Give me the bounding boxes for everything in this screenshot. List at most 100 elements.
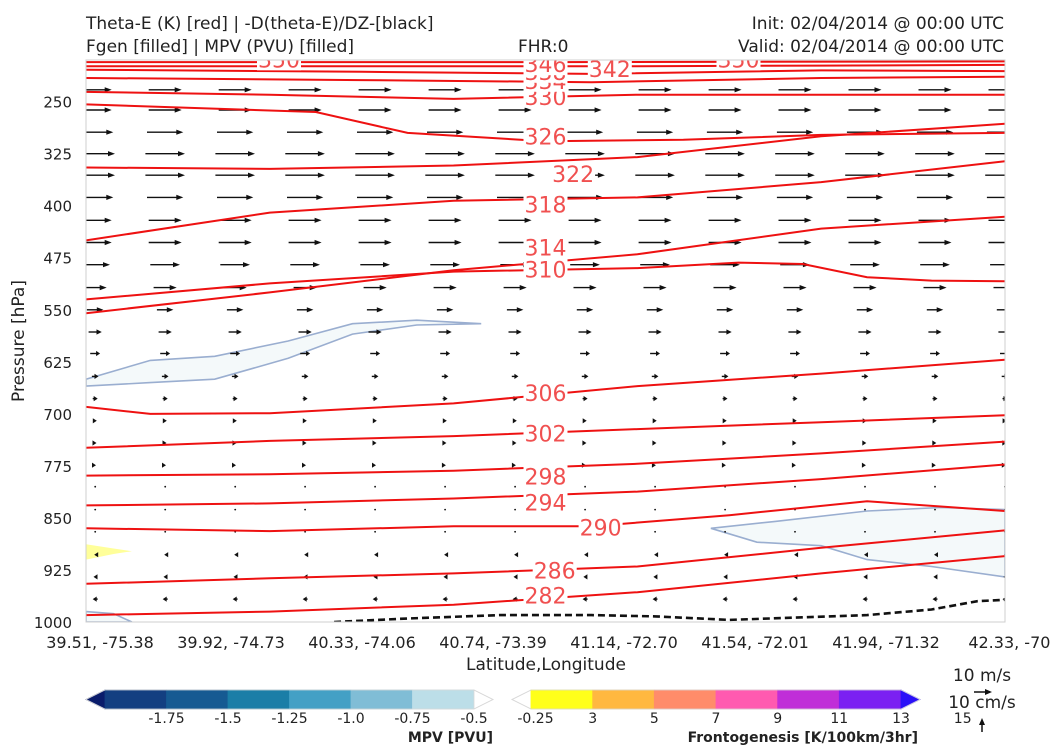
wind-vector	[360, 262, 390, 268]
contour-label: 298	[525, 465, 567, 490]
contour-label: 342	[589, 58, 631, 83]
wind-vector	[298, 329, 312, 335]
contour-label: 282	[525, 585, 567, 610]
wind-vector	[778, 217, 812, 223]
theta-e-contour-310	[86, 261, 1005, 301]
wind-vector	[514, 508, 516, 511]
wind-vector	[86, 217, 112, 223]
wind-vector	[985, 174, 1005, 176]
colorbars: -1.75 -1.5 -1.25 -1.0 -0.75 -0.5 -0.25 MPV [PVU…	[85, 689, 972, 746]
wind-vector	[425, 151, 465, 157]
wind-vector	[161, 373, 169, 379]
wind-vector	[363, 285, 387, 291]
wind-vector	[442, 440, 447, 446]
wind-vector	[862, 396, 868, 402]
valid-time: Valid: 02/04/2014 @ 00:00 UTC	[738, 37, 1004, 57]
colorbar-swatch	[412, 689, 475, 710]
contour-label: 350	[718, 48, 760, 73]
colorbar-swatch	[838, 689, 902, 710]
wind-vector	[148, 107, 182, 113]
wind-vector	[506, 307, 524, 313]
x-tick-label: 41.14, -72.70	[570, 633, 678, 652]
wind-vector	[856, 307, 874, 313]
wind-vector	[374, 485, 376, 488]
wind-vector	[986, 196, 1005, 199]
colorbar-tick-label: 3	[588, 711, 597, 727]
wind-vector	[794, 530, 796, 533]
wind-vector	[287, 194, 324, 200]
wind-vector	[635, 172, 675, 178]
wind-vector	[91, 373, 99, 379]
wind-vector	[993, 286, 1005, 289]
wind-vector	[864, 552, 868, 558]
mpv-region	[710, 506, 1005, 578]
wind-vector	[428, 107, 462, 113]
wind-vector	[428, 239, 462, 246]
wind-vector	[783, 285, 807, 291]
wind-vector	[568, 239, 602, 246]
wind-vector	[232, 462, 236, 468]
wind-vector	[92, 418, 97, 424]
wind-vector	[164, 485, 167, 488]
wind-vector	[794, 485, 796, 488]
contour-label-bg	[523, 193, 568, 216]
colorbar-tick-label: 11	[830, 711, 848, 727]
wind-vector	[162, 396, 168, 402]
wind-vector	[215, 151, 255, 157]
wind-vector	[584, 508, 586, 511]
wind-vector	[918, 239, 952, 246]
wind-vector	[86, 262, 110, 268]
wind-vector	[90, 350, 101, 357]
wind-vector	[296, 307, 314, 313]
wind-vector	[792, 418, 797, 424]
wind-vector	[573, 285, 597, 291]
wind-vector	[441, 373, 449, 379]
wind-vector	[288, 217, 322, 223]
colorbar-tick-label: -1.25	[271, 711, 307, 727]
wind-vector	[86, 285, 107, 291]
contour-label: 314	[525, 236, 567, 261]
wind-vector	[226, 307, 244, 313]
wind-vector	[582, 396, 588, 402]
wind-vector	[915, 172, 955, 178]
y-axis-label: Pressure [hPa]	[9, 280, 29, 402]
wind-vector	[511, 373, 519, 379]
wind-vector	[643, 285, 667, 291]
wind-vector	[988, 89, 1005, 91]
wind-vector	[931, 462, 936, 468]
wind-vector	[705, 172, 745, 178]
wind-vector	[786, 307, 804, 313]
wind-vector	[846, 194, 884, 200]
wind-vector	[372, 418, 377, 424]
wind-vector	[145, 151, 185, 157]
init-time: Init: 02/04/2014 @ 00:00 UTC	[751, 14, 1004, 34]
wind-vector	[150, 262, 180, 268]
contour-label: 318	[525, 193, 567, 218]
wind-vector	[234, 485, 237, 488]
wind-vector	[374, 508, 376, 511]
x-tick-label: 41.54, -72.01	[701, 633, 809, 652]
colorbar-swatch	[777, 689, 840, 710]
wind-vector	[860, 350, 870, 357]
colorbar-swatch	[653, 689, 717, 710]
wind-vector	[722, 418, 727, 424]
colorbar-tick-label: -1.75	[148, 711, 184, 727]
wind-vector	[156, 307, 174, 313]
wind-vector	[503, 285, 527, 291]
wind-vector	[86, 107, 112, 113]
wind-vector	[442, 596, 448, 602]
x-tick-label: 42.33, -70.6	[968, 633, 1050, 652]
colorbar-swatch	[530, 689, 594, 710]
wind-vector	[442, 418, 447, 424]
wind-vector	[433, 285, 457, 291]
wind-vector	[706, 129, 744, 135]
wind-vector	[92, 596, 98, 602]
colorbar-tick-label: -0.5	[460, 711, 487, 727]
contour-label: 306	[525, 382, 567, 407]
wind-vector	[568, 217, 602, 223]
wind-vector	[443, 574, 448, 580]
colorbar-label: MPV [PVU]	[408, 730, 493, 746]
wind-vector	[708, 107, 742, 113]
wind-vector	[357, 194, 394, 200]
y-tick-label: 325	[43, 146, 72, 164]
